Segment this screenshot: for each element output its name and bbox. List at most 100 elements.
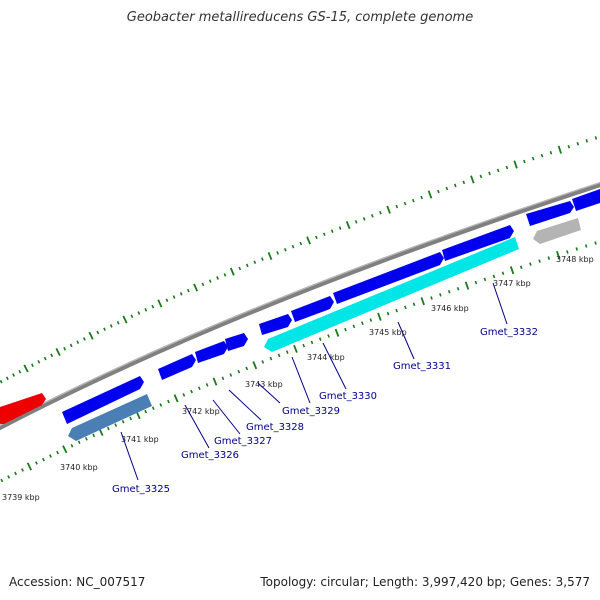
- gene-arrow-3748-b[interactable]: [572, 189, 600, 211]
- gene-arrow-gmet-3331[interactable]: [333, 252, 444, 304]
- inner-ring-tick: [261, 360, 265, 364]
- gene-label-gmet-3327[interactable]: Gmet_3327: [214, 436, 272, 447]
- inner-ring-tick: [129, 416, 133, 421]
- inner-ring-tick: [121, 419, 125, 424]
- outer-ring-tick: [557, 145, 562, 154]
- gene-arrow-gmet-3325-rev[interactable]: [68, 394, 152, 441]
- inner-ring-tick: [70, 443, 74, 448]
- outer-ring-tick: [96, 330, 100, 335]
- gene-arrow-gray-rev[interactable]: [533, 218, 581, 244]
- inner-ring-tick: [519, 265, 523, 269]
- inner-ring-tick: [483, 277, 487, 282]
- gene-label-gmet-3325[interactable]: Gmet_3325: [112, 484, 170, 495]
- outer-ring-tick: [179, 292, 183, 296]
- inner-ring-tick: [190, 389, 193, 394]
- inner-ring-tick: [21, 468, 24, 472]
- gene-arrow-gmet-3330[interactable]: [291, 296, 334, 322]
- outer-ring-tick: [267, 251, 273, 261]
- inner-ring-tick: [159, 403, 163, 407]
- gene-label-gmet-3331[interactable]: Gmet_3331: [393, 361, 451, 372]
- outer-ring-tick: [55, 347, 61, 357]
- kbp-label-3747: 3747 kbp: [493, 279, 531, 288]
- inner-ring-tick: [62, 445, 68, 454]
- outer-ring-tick: [386, 205, 391, 214]
- outer-ring-tick: [151, 304, 155, 309]
- gene-arrow-gmet-3328[interactable]: [225, 333, 248, 351]
- inner-ring-tick: [56, 450, 60, 455]
- gene-label-gmet-3329[interactable]: Gmet_3329: [282, 406, 340, 417]
- inner-ring-tick: [92, 433, 96, 438]
- inner-ring-tick: [49, 454, 52, 458]
- outer-ring-tick: [362, 217, 366, 221]
- gene-label-gmet-3326[interactable]: Gmet_3326: [181, 450, 239, 461]
- outer-ring-tick: [76, 340, 80, 344]
- gene-arrow-gmet-3331-rev[interactable]: [264, 237, 519, 352]
- inner-ring-tick: [369, 318, 373, 322]
- inner-ring-tick: [556, 250, 561, 260]
- genome-backbone: [0, 182, 600, 431]
- inner-ring-tick: [205, 383, 209, 387]
- inner-ring-tick: [197, 386, 201, 391]
- gene-arrow-gmet-3326[interactable]: [158, 354, 196, 380]
- outer-ring-tick: [253, 260, 257, 265]
- gene-arrow-gmet-3332[interactable]: [442, 225, 514, 261]
- outer-tick-ring: [0, 136, 598, 384]
- gene-arrow-gmet-3329[interactable]: [259, 314, 292, 335]
- inner-ring-tick: [474, 280, 478, 285]
- inner-ring-tick: [412, 302, 416, 307]
- outer-ring-tick: [379, 210, 382, 215]
- kbp-label-3742: 3742 kbp: [182, 407, 220, 416]
- inner-ring-tick: [26, 462, 33, 471]
- outer-ring-tick: [354, 220, 358, 224]
- gene-label-gmet-3328[interactable]: Gmet_3328: [246, 422, 304, 433]
- inner-ring-tick: [361, 321, 364, 325]
- outer-ring-tick: [496, 168, 500, 173]
- inner-ring-tick: [352, 324, 356, 329]
- outer-ring-tick: [479, 174, 483, 179]
- outer-ring-tick: [523, 159, 526, 164]
- inner-ring-tick: [182, 393, 186, 397]
- gene-arrow-gmet-3327[interactable]: [195, 341, 228, 363]
- kbp-label-3741: 3741 kbp: [121, 435, 159, 444]
- inner-ring-tick: [566, 250, 569, 254]
- inner-ring-tick: [84, 437, 88, 441]
- outer-ring-tick: [322, 232, 326, 237]
- gene-label-gmet-3332[interactable]: Gmet_3332: [480, 327, 538, 338]
- gene-arrow-red[interactable]: [0, 393, 46, 424]
- gene-label-gmet-3330[interactable]: Gmet_3330: [319, 391, 377, 402]
- inner-ring-tick: [144, 409, 148, 414]
- inner-ring-tick: [584, 244, 588, 248]
- gene-arrow-3748-a[interactable]: [526, 201, 574, 226]
- inner-ring-tick: [77, 440, 81, 445]
- inner-ring-tick: [538, 259, 541, 263]
- outer-ring-tick: [261, 257, 264, 261]
- outer-ring-tick: [88, 331, 94, 340]
- inner-ring-tick: [344, 327, 347, 332]
- kbp-label-3744: 3744 kbp: [307, 353, 345, 362]
- outer-ring-tick: [470, 175, 475, 184]
- outer-ring-tick: [0, 379, 3, 384]
- inner-ring-tick: [277, 353, 281, 358]
- kbp-label-3748: 3748 kbp: [556, 255, 594, 264]
- outer-ring-tick: [283, 247, 287, 252]
- inner-ring-tick: [439, 293, 442, 297]
- outer-ring-tick: [437, 189, 440, 194]
- outer-ring-tick: [144, 308, 148, 312]
- inner-ring-tick: [229, 373, 233, 377]
- map-title: Geobacter metallireducens GS-15, complet…: [126, 10, 474, 25]
- outer-ring-tick: [488, 171, 491, 176]
- gene-arrow-gmet-3325[interactable]: [62, 376, 144, 424]
- outer-ring-tick: [82, 337, 86, 341]
- outer-ring-tick: [420, 195, 423, 200]
- inner-ring-tick: [509, 266, 515, 275]
- outer-ring-tick: [30, 363, 34, 367]
- inner-ring-tick: [167, 399, 170, 404]
- inner-ring-tick: [529, 262, 532, 266]
- inner-ring-tick: [327, 334, 330, 338]
- kbp-label-3746: 3746 kbp: [431, 304, 469, 313]
- accession-label: Accession: NC_007517: [9, 575, 146, 589]
- inner-ring-tick: [269, 356, 273, 361]
- inner-ring-tick: [492, 274, 496, 279]
- inner-ring-tick: [42, 457, 45, 462]
